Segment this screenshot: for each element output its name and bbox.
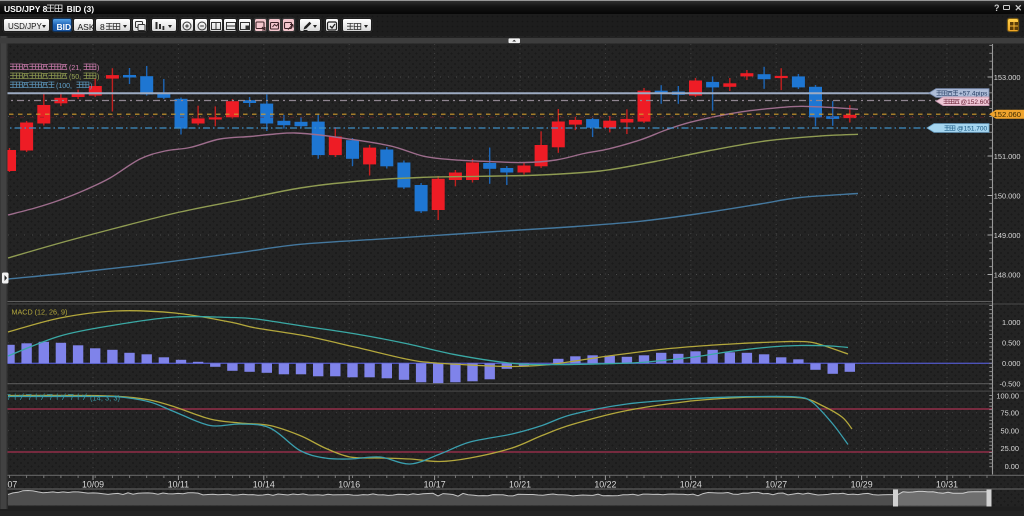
svg-text:): ) xyxy=(97,65,99,72)
svg-text:0.500: 0.500 xyxy=(1002,339,1021,348)
svg-text:50.00: 50.00 xyxy=(1001,426,1020,435)
svg-text:): ) xyxy=(90,83,92,90)
svg-text:149.000: 149.000 xyxy=(994,231,1021,240)
svg-text:@151.700: @151.700 xyxy=(957,126,987,133)
svg-text:0.000: 0.000 xyxy=(1002,359,1021,368)
svg-text:10/22: 10/22 xyxy=(594,480,616,490)
svg-text:100.00: 100.00 xyxy=(996,391,1019,400)
svg-text:-0.500: -0.500 xyxy=(1000,380,1021,389)
svg-text:(21,: (21, xyxy=(69,65,81,72)
svg-text:150.000: 150.000 xyxy=(994,191,1021,200)
svg-text:10/27: 10/27 xyxy=(765,480,787,490)
svg-text:MACD (12, 26, 9): MACD (12, 26, 9) xyxy=(12,308,68,317)
svg-text:(14, 3, 3): (14, 3, 3) xyxy=(90,394,121,403)
svg-text:10/29: 10/29 xyxy=(851,480,873,490)
svg-text:10/24: 10/24 xyxy=(680,480,702,490)
svg-text:(100,: (100, xyxy=(56,83,72,90)
svg-text:(50,: (50, xyxy=(69,74,81,81)
svg-text:10/17: 10/17 xyxy=(424,480,446,490)
svg-text:@152.600: @152.600 xyxy=(961,99,991,106)
svg-text:25.00: 25.00 xyxy=(1001,444,1020,453)
svg-text:148.000: 148.000 xyxy=(994,270,1021,279)
svg-text:152.060: 152.060 xyxy=(994,110,1021,119)
svg-text:10/14: 10/14 xyxy=(253,480,275,490)
svg-text:151.000: 151.000 xyxy=(994,152,1021,161)
svg-text:10/21: 10/21 xyxy=(509,480,531,490)
svg-text:+57.4pips: +57.4pips xyxy=(959,90,988,97)
svg-text:153.000: 153.000 xyxy=(994,73,1021,82)
svg-text:75.00: 75.00 xyxy=(1001,409,1020,418)
svg-text:07: 07 xyxy=(8,480,18,490)
svg-text:10/09: 10/09 xyxy=(82,480,104,490)
svg-text:1.000: 1.000 xyxy=(1002,318,1021,327)
svg-text:): ) xyxy=(97,74,99,81)
svg-text:10/11: 10/11 xyxy=(168,480,189,490)
svg-text:10/16: 10/16 xyxy=(338,480,360,490)
svg-text:10/31: 10/31 xyxy=(936,480,958,490)
svg-text:0.00: 0.00 xyxy=(1005,462,1019,471)
